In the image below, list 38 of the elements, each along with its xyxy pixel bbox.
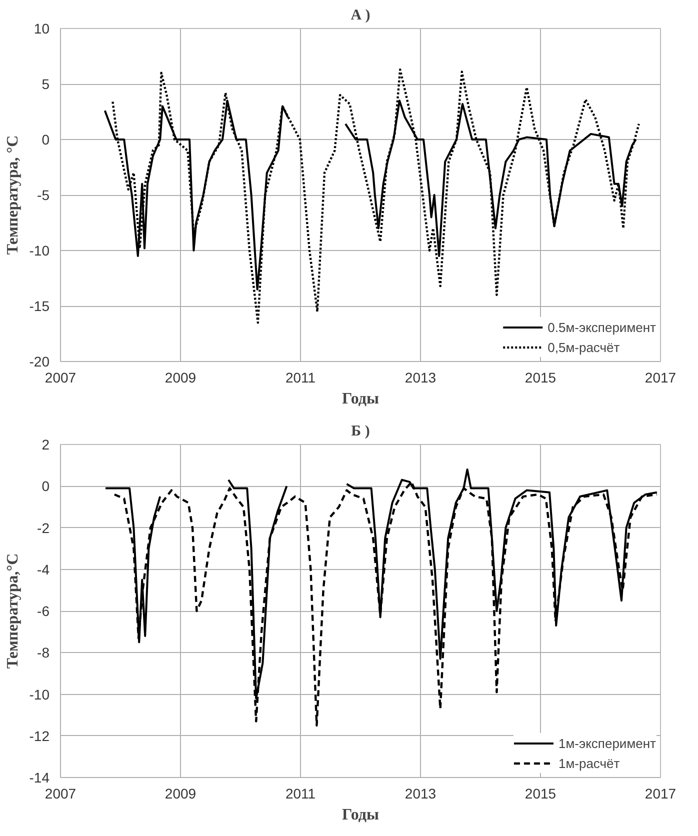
y-tick-label: 2 bbox=[42, 436, 50, 452]
y-tick-label: -20 bbox=[29, 354, 50, 370]
y-tick-label: -6 bbox=[37, 603, 50, 619]
x-axis-title: Годы bbox=[342, 390, 380, 408]
x-tick-label: 2009 bbox=[164, 370, 196, 386]
x-tick-label: 2017 bbox=[644, 786, 676, 802]
y-tick-label: -5 bbox=[37, 187, 50, 203]
x-tick-label: 2017 bbox=[644, 370, 676, 386]
y-axis-title: Температура,°C bbox=[4, 553, 22, 669]
y-tick-label: -10 bbox=[29, 242, 50, 258]
x-tick-label: 2011 bbox=[285, 786, 316, 802]
legend-label: 1м-расчёт bbox=[558, 756, 620, 770]
x-tick-label: 2015 bbox=[524, 786, 556, 802]
y-tick-label: 0 bbox=[42, 132, 50, 148]
x-tick-label: 2011 bbox=[285, 370, 316, 386]
y-tick-label: 10 bbox=[34, 20, 50, 36]
x-tick-label: 2007 bbox=[44, 370, 76, 386]
y-tick-label: -10 bbox=[29, 686, 50, 702]
chart-title: А ) bbox=[350, 8, 370, 24]
y-tick-label: -15 bbox=[29, 298, 50, 314]
legend-label: 0,5м-расчёт bbox=[548, 340, 620, 354]
y-tick-label: -12 bbox=[29, 728, 50, 744]
legend-label: 0.5м-эксперимент bbox=[548, 320, 656, 334]
x-tick-label: 2009 bbox=[164, 786, 196, 802]
y-tick-label: -14 bbox=[29, 770, 50, 786]
x-tick-label: 2013 bbox=[404, 370, 436, 386]
legend-label: 1м-эксперимент bbox=[558, 736, 656, 750]
x-tick-label: 2015 bbox=[524, 370, 556, 386]
y-tick-label: -2 bbox=[37, 520, 50, 536]
x-tick-label: 2007 bbox=[44, 786, 76, 802]
y-axis-title: Температура, °C bbox=[4, 135, 22, 255]
y-tick-label: 5 bbox=[42, 76, 50, 92]
chart-title: Б ) bbox=[351, 424, 370, 440]
x-axis-title: Годы bbox=[342, 806, 380, 824]
y-tick-label: -4 bbox=[37, 561, 50, 578]
x-tick-label: 2013 bbox=[404, 786, 436, 802]
y-tick-label: -8 bbox=[37, 644, 50, 661]
y-tick-label: 0 bbox=[42, 478, 50, 494]
